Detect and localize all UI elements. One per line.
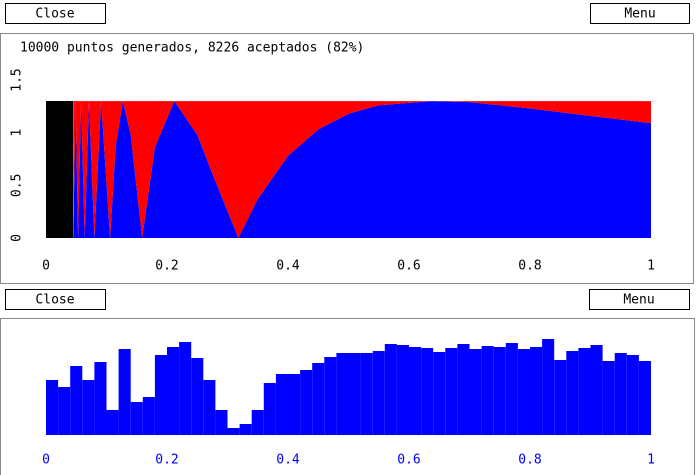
- bar: [396, 345, 409, 435]
- bar: [215, 410, 228, 435]
- bar: [372, 351, 385, 435]
- bar: [493, 347, 506, 435]
- area: [73, 101, 652, 238]
- menu-label: Menu: [623, 293, 654, 308]
- bar: [312, 363, 325, 435]
- bar: [275, 374, 288, 435]
- bar: [46, 380, 59, 435]
- bar: [82, 380, 95, 435]
- bar: [638, 361, 651, 435]
- bottom-panel: [0, 318, 695, 475]
- x-tick-label: 0.8: [518, 259, 541, 274]
- close-button[interactable]: Close: [5, 3, 106, 24]
- x-tick-label: 1: [647, 453, 655, 468]
- bar: [227, 428, 240, 435]
- close-button[interactable]: Close: [5, 289, 106, 310]
- bar: [517, 349, 530, 435]
- menu-button[interactable]: Menu: [589, 289, 690, 310]
- menu-button[interactable]: Menu: [590, 3, 690, 24]
- x-tick-label: 0: [42, 453, 50, 468]
- bar: [300, 370, 313, 435]
- top-panel: [0, 33, 694, 284]
- bar: [578, 348, 591, 435]
- bar: [142, 397, 155, 435]
- bar: [336, 353, 349, 435]
- area: [73, 101, 652, 238]
- bar: [191, 358, 204, 435]
- dense-oscillation: [46, 101, 73, 238]
- y-tick-label: 0.5: [10, 174, 25, 197]
- bar: [602, 361, 615, 435]
- close-label: Close: [35, 7, 74, 22]
- bar: [421, 348, 434, 435]
- y-tick-label: 1.5: [10, 68, 25, 91]
- bar: [251, 410, 264, 435]
- bar: [445, 348, 458, 435]
- bar: [239, 424, 252, 435]
- bar: [118, 349, 131, 435]
- y-tick-label: 1: [10, 129, 25, 137]
- y-tick-label: 0: [10, 234, 25, 242]
- bar: [614, 353, 627, 435]
- bar: [566, 351, 579, 435]
- bar: [130, 402, 143, 435]
- bar: [154, 355, 167, 435]
- x-tick-label: 0.6: [397, 453, 420, 468]
- bar: [263, 383, 276, 435]
- bar: [94, 362, 107, 435]
- x-tick-label: 1: [647, 259, 655, 274]
- bar: [542, 339, 555, 435]
- bar: [590, 345, 603, 435]
- bar: [58, 387, 71, 435]
- x-tick-label: 0.2: [155, 259, 178, 274]
- x-tick-label: 0.4: [276, 453, 300, 468]
- bar: [360, 353, 373, 435]
- bar: [179, 342, 192, 435]
- bar: [203, 380, 216, 435]
- bar: [384, 344, 397, 435]
- chart-title: 10000 puntos generados, 8226 aceptados (…: [20, 41, 364, 56]
- bar: [324, 357, 337, 435]
- bar: [70, 366, 83, 435]
- x-tick-label: 0: [42, 259, 50, 274]
- x-tick-label: 0.4: [276, 259, 300, 274]
- bar: [288, 374, 301, 435]
- bar: [554, 360, 567, 435]
- bar: [167, 347, 180, 435]
- bar: [626, 355, 639, 435]
- close-label: Close: [35, 293, 74, 308]
- bar: [530, 347, 543, 435]
- bar: [469, 349, 482, 435]
- bar: [409, 347, 422, 435]
- x-tick-label: 0.8: [518, 453, 541, 468]
- bar: [457, 344, 470, 435]
- bar: [348, 353, 361, 435]
- bar: [481, 346, 494, 435]
- x-tick-label: 0.6: [397, 259, 420, 274]
- bar: [433, 352, 446, 435]
- bar: [505, 343, 518, 435]
- menu-label: Menu: [624, 7, 655, 22]
- bar: [106, 410, 119, 435]
- x-tick-label: 0.2: [155, 453, 178, 468]
